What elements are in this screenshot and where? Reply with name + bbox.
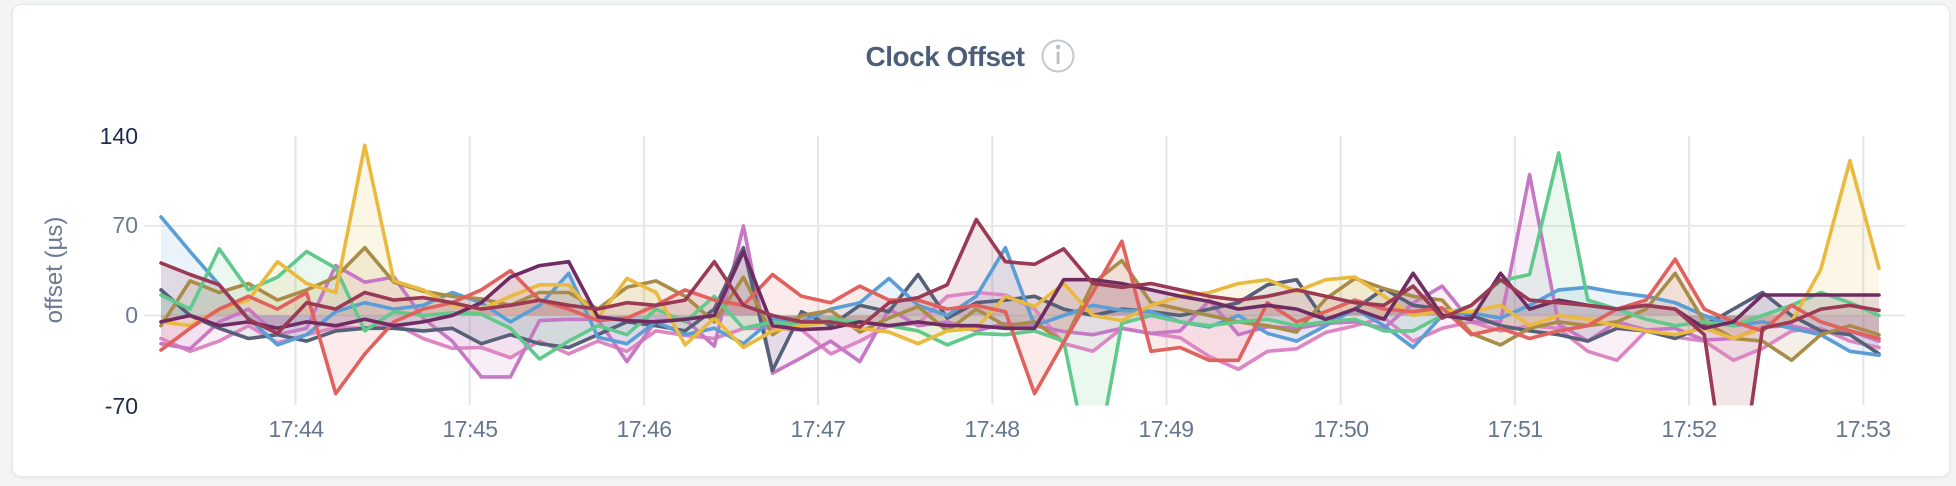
svg-text:0: 0 bbox=[125, 302, 138, 328]
svg-text:offset (µs): offset (µs) bbox=[41, 217, 68, 324]
svg-text:17:47: 17:47 bbox=[790, 416, 845, 442]
svg-text:140: 140 bbox=[100, 123, 138, 149]
svg-text:17:45: 17:45 bbox=[442, 416, 497, 442]
svg-text:17:49: 17:49 bbox=[1138, 416, 1193, 442]
svg-text:17:52: 17:52 bbox=[1661, 416, 1716, 442]
svg-text:17:46: 17:46 bbox=[616, 416, 671, 442]
svg-text:70: 70 bbox=[112, 212, 138, 238]
svg-text:17:50: 17:50 bbox=[1313, 416, 1368, 442]
svg-text:17:48: 17:48 bbox=[964, 416, 1019, 442]
svg-text:-70: -70 bbox=[105, 393, 138, 419]
svg-text:17:53: 17:53 bbox=[1835, 416, 1890, 442]
svg-text:17:44: 17:44 bbox=[268, 416, 324, 442]
svg-text:17:51: 17:51 bbox=[1487, 416, 1542, 442]
